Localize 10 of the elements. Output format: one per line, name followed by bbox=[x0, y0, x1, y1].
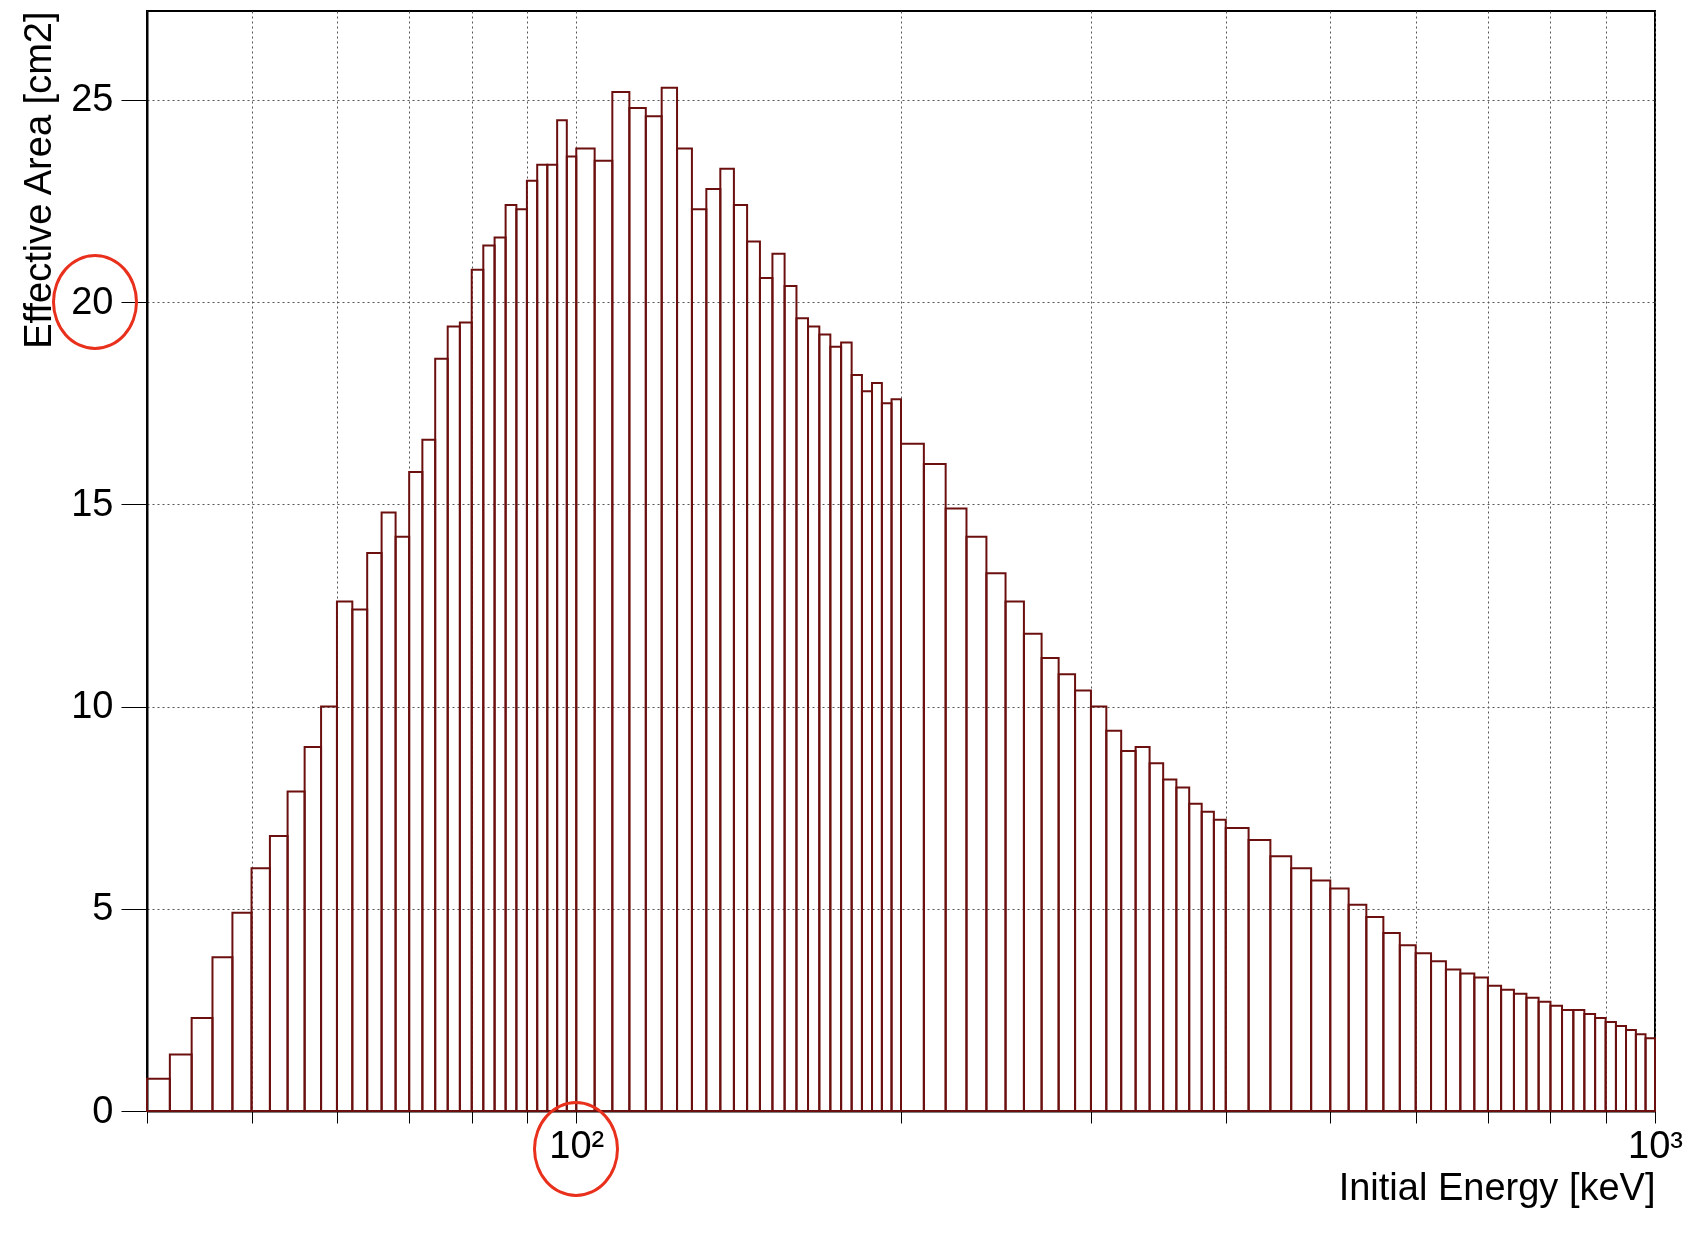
y-tick-label: 5 bbox=[92, 886, 114, 929]
y-tick-label: 10 bbox=[71, 684, 114, 727]
x-axis-title: Initial Energy [keV] bbox=[1338, 1165, 1656, 1208]
y-tick-label: 25 bbox=[71, 77, 114, 120]
y-tick-label: 15 bbox=[71, 481, 114, 524]
x-tick-label: 10² bbox=[549, 1123, 605, 1166]
y-tick-label: 0 bbox=[92, 1088, 114, 1131]
y-tick-label: 20 bbox=[71, 279, 114, 322]
x-tick-label: 10³ bbox=[1628, 1123, 1683, 1166]
y-axis-title: Effective Area [cm2] bbox=[17, 11, 60, 349]
